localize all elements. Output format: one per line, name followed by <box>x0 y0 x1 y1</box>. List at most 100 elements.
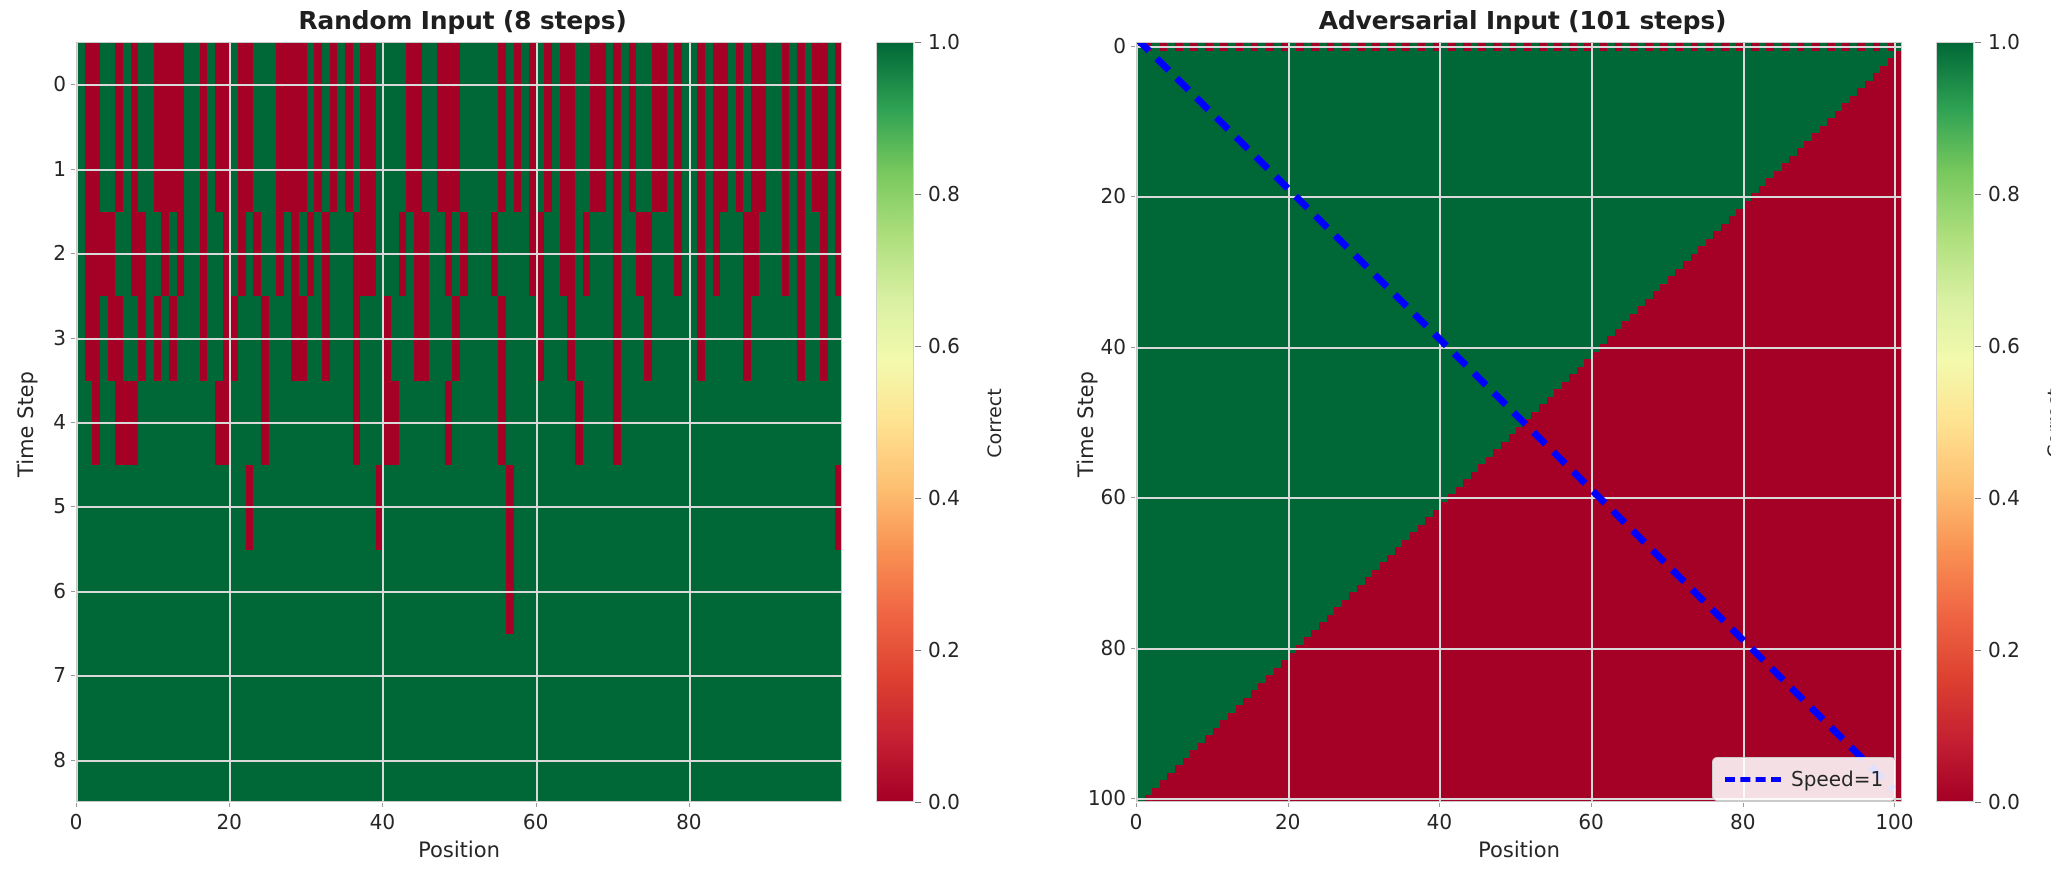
x-tick-label: 100 <box>1875 810 1914 834</box>
y-tick-label: 60 <box>1100 485 1126 510</box>
x-tick-mark <box>382 803 384 807</box>
y-tick-mark <box>71 422 75 423</box>
x-axis-label-random-input: Position <box>418 838 500 862</box>
x-tick-label: 40 <box>1426 810 1453 834</box>
y-axis-label-random-input: Time Step <box>14 371 38 477</box>
y-tick-label: 2 <box>53 241 66 266</box>
x-tick-label: 0 <box>69 810 83 834</box>
y-tick-label: 3 <box>53 325 66 350</box>
gridline-vertical <box>1591 43 1594 801</box>
gridline-horizontal <box>77 422 841 424</box>
y-tick-mark <box>71 253 75 255</box>
x-tick-label: 80 <box>1729 810 1756 834</box>
y-tick-label: 8 <box>53 747 66 772</box>
colorbar-tick-mark <box>915 346 921 347</box>
colorbar-tick-label: 0.6 <box>1988 334 2020 358</box>
y-tick-mark <box>1131 196 1135 198</box>
x-tick-label: 0 <box>1129 810 1143 834</box>
legend-speed-line-icon <box>1725 776 1781 782</box>
y-tick-label: 4 <box>53 410 66 434</box>
gridline-vertical <box>1742 43 1745 801</box>
plot-area-adversarial-input <box>1136 42 1902 802</box>
colorbar-tick-label: 0.2 <box>1988 638 2020 662</box>
y-axis-label-adversarial-input: Time Step <box>1074 371 1098 477</box>
x-tick-mark <box>1287 803 1289 807</box>
colorbar-tick-label: 0.8 <box>928 182 960 206</box>
colorbar-tick-mark <box>915 194 921 195</box>
panel-title-adversarial-input: Adversarial Input (101 steps) <box>1318 6 1727 35</box>
y-tick-mark <box>1131 647 1135 649</box>
y-tick-label: 0 <box>53 72 66 97</box>
colorbar-tick-label: 0.4 <box>1988 486 2020 510</box>
y-tick-label: 7 <box>53 663 66 688</box>
colorbar-tick-mark <box>915 42 921 43</box>
y-tick-mark <box>1131 497 1135 499</box>
gridline-horizontal <box>1137 45 1901 48</box>
y-tick-mark <box>71 759 75 761</box>
x-tick-mark <box>1439 803 1441 807</box>
colorbar-tick-mark <box>1975 346 1981 347</box>
gridline-vertical <box>1137 43 1138 801</box>
colorbar-random-input <box>876 42 914 802</box>
colorbar-tick-mark <box>915 498 921 499</box>
x-axis-label-adversarial-input: Position <box>1478 838 1560 862</box>
y-tick-mark <box>71 337 75 339</box>
y-tick-label: 20 <box>1100 184 1126 209</box>
gridline-horizontal <box>1137 346 1901 349</box>
x-tick-mark <box>688 803 690 807</box>
y-tick-mark <box>1131 798 1135 800</box>
x-tick-mark <box>1894 803 1896 807</box>
x-tick-label: 60 <box>522 810 549 834</box>
gridline-horizontal <box>77 759 841 762</box>
x-tick-mark <box>229 803 231 807</box>
plot-area-random-input <box>76 42 842 802</box>
heatmap-cell <box>1152 787 1901 797</box>
y-tick-mark <box>71 506 75 508</box>
colorbar-tick-mark <box>915 650 921 651</box>
colorbar-tick-mark <box>1975 802 1981 803</box>
colorbar-tick-label: 0.0 <box>1988 790 2020 814</box>
x-tick-label: 80 <box>676 810 702 834</box>
y-tick-label: 6 <box>53 578 66 603</box>
y-tick-label: 80 <box>1100 635 1126 660</box>
colorbar-tick-label: 0.0 <box>928 790 960 814</box>
gridline-horizontal <box>77 168 841 171</box>
colorbar-label-adversarial-input: Correct <box>2044 388 2051 458</box>
gridline-horizontal <box>77 337 841 340</box>
x-tick-mark <box>1742 803 1744 807</box>
gridline-vertical <box>1439 43 1442 801</box>
x-tick-mark <box>535 803 537 807</box>
gridline-horizontal <box>77 84 841 87</box>
colorbar-adversarial-input <box>1936 42 1974 802</box>
gridline-horizontal <box>1137 497 1901 500</box>
colorbar-tick-label: 1.0 <box>928 30 960 54</box>
gridline-horizontal <box>77 506 841 509</box>
heatmap-cell <box>1895 50 1901 59</box>
gridline-horizontal <box>77 675 841 678</box>
x-tick-label: 60 <box>1578 810 1604 834</box>
y-tick-label: 100 <box>1087 786 1126 811</box>
colorbar-tick-label: 0.6 <box>928 334 960 358</box>
x-tick-label: 20 <box>1274 810 1301 834</box>
y-tick-mark <box>71 168 75 170</box>
y-tick-label: 5 <box>53 494 66 519</box>
gridline-horizontal <box>77 590 841 593</box>
colorbar-tick-label: 0.2 <box>928 638 960 662</box>
legend-adversarial-input[interactable]: Speed=1 <box>1712 757 1897 801</box>
y-tick-label: 0 <box>1113 33 1126 58</box>
x-tick-mark <box>76 803 77 807</box>
y-tick-mark <box>1131 346 1135 348</box>
y-tick-mark <box>71 84 75 86</box>
x-tick-label: 20 <box>216 810 242 834</box>
x-tick-mark <box>1591 803 1593 807</box>
colorbar-tick-mark <box>1975 498 1981 499</box>
x-tick-label: 40 <box>369 810 396 834</box>
colorbar-tick-mark <box>1975 650 1981 651</box>
gridline-horizontal <box>1137 196 1901 199</box>
colorbar-label-random-input: Correct <box>984 388 1006 458</box>
legend-entry-label-speed: Speed=1 <box>1791 767 1884 791</box>
gridline-horizontal <box>1137 798 1901 801</box>
y-tick-label: 40 <box>1100 334 1126 359</box>
heatmap-cell <box>1137 787 1153 797</box>
